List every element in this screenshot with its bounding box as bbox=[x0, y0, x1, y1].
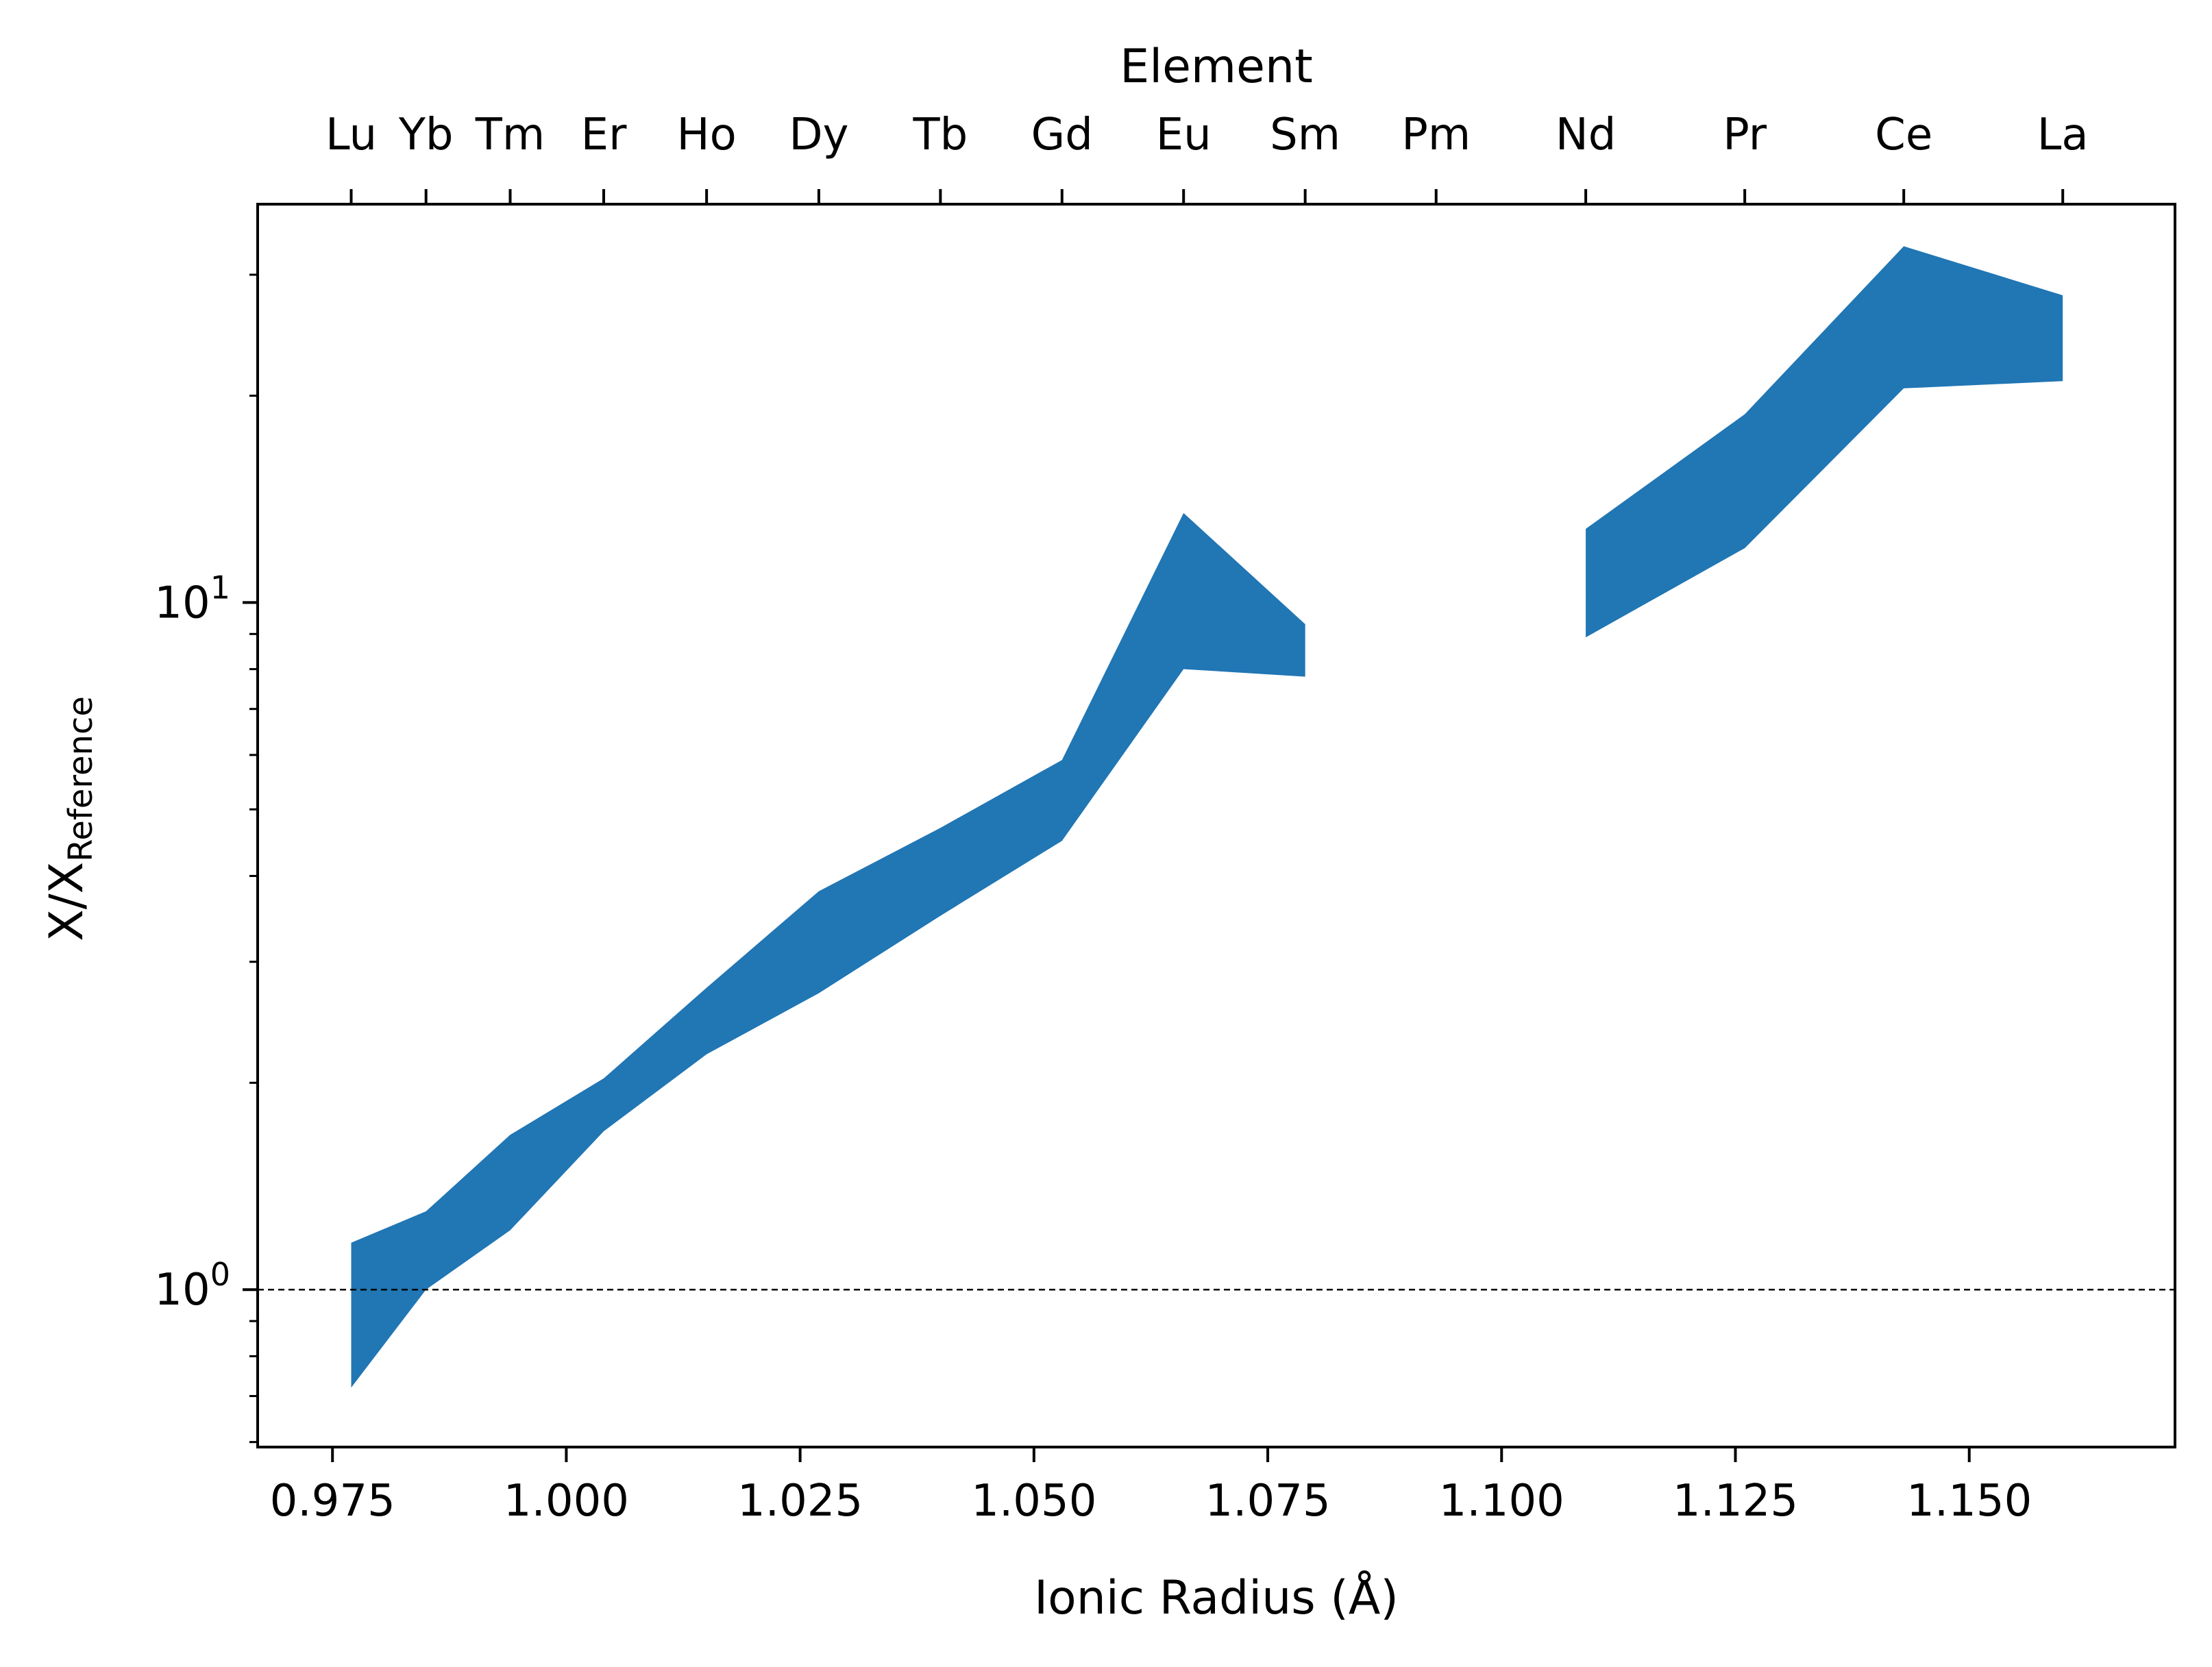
y-tick-label: 101 bbox=[154, 569, 230, 628]
element-tick-label: La bbox=[2037, 110, 2089, 160]
x-tick-label: 1.100 bbox=[1439, 1476, 1564, 1527]
range-band-segment-2 bbox=[1586, 246, 2063, 638]
x-tick-label: 1.050 bbox=[971, 1476, 1096, 1527]
element-tick-label: Pr bbox=[1723, 110, 1767, 160]
top-axis: Lu Yb Tm Er Ho Dy Tb Gd Eu Sm Pm Nd Pr Ce La bbox=[325, 110, 2089, 204]
x-tick-label: 1.075 bbox=[1205, 1476, 1330, 1527]
element-tick-label: Dy bbox=[789, 110, 848, 160]
plot-area bbox=[351, 246, 2063, 1388]
element-tick-label: Yb bbox=[398, 110, 454, 160]
y-tick-base: 10 bbox=[154, 578, 210, 628]
x-axis-label: Ionic Radius (Å) bbox=[1034, 1570, 1399, 1625]
x-tick-label: 0.975 bbox=[270, 1476, 395, 1527]
element-tick-label: Tb bbox=[913, 110, 968, 160]
element-tick-label: Tm bbox=[475, 110, 545, 160]
y-axis-label: X/XReference bbox=[40, 696, 100, 941]
y-tick-label: 100 bbox=[154, 1256, 230, 1316]
element-tick-label: Gd bbox=[1031, 110, 1093, 160]
x-tick-label: 1.150 bbox=[1906, 1476, 2032, 1527]
y-axis-label-subscript: Reference bbox=[62, 696, 100, 862]
element-tick-label: Nd bbox=[1556, 110, 1617, 160]
y-tick-exponent: 1 bbox=[210, 569, 230, 606]
top-axis-label: Element bbox=[1120, 40, 1313, 94]
x-tick-label: 1.125 bbox=[1673, 1476, 1798, 1527]
range-band-segment-1 bbox=[351, 513, 1305, 1388]
element-tick-label: Ce bbox=[1875, 110, 1932, 160]
x-tick-label: 1.025 bbox=[737, 1476, 863, 1527]
element-tick-label: Ho bbox=[677, 110, 737, 160]
plot-frame bbox=[256, 203, 2176, 1448]
x-tick-label: 1.000 bbox=[504, 1476, 629, 1527]
y-axis-label-main: X/X bbox=[40, 862, 94, 941]
element-tick-label: Pm bbox=[1401, 110, 1471, 160]
x-axis: 0.975 1.000 1.025 1.050 1.075 1.100 1.125 1.150 bbox=[270, 1447, 2032, 1527]
element-tick-label: Eu bbox=[1156, 110, 1212, 160]
element-tick-label: Lu bbox=[325, 110, 377, 160]
y-tick-exponent: 0 bbox=[210, 1256, 230, 1293]
y-tick-base: 10 bbox=[154, 1265, 210, 1316]
element-tick-label: Sm bbox=[1270, 110, 1340, 160]
element-tick-label: Er bbox=[581, 110, 627, 160]
